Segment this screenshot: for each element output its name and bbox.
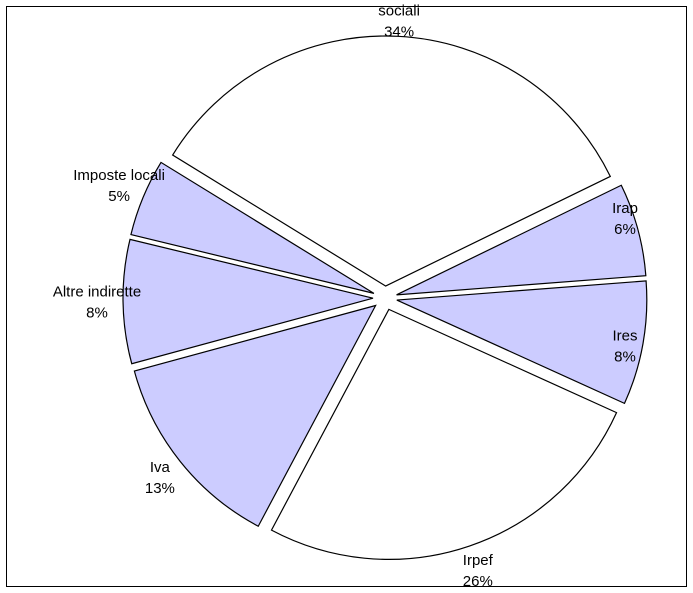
slice-label-irap: Irap 6% [612, 200, 638, 238]
slice-percent-label: 8% [86, 305, 108, 322]
pie-slice-contributi-sociali [171, 35, 612, 287]
slice-label-altre-indirette: Altre indirette 8% [53, 284, 141, 322]
slice-label-iva: Iva 13% [145, 459, 175, 497]
pie-slice-iva [133, 304, 377, 528]
slice-percent-label: 26% [463, 573, 493, 590]
slice-name-label: Altre indirette [53, 284, 141, 301]
slice-percent-label: 6% [614, 221, 636, 238]
pie-slice-altre-indirette [122, 238, 374, 365]
pie-slice-ires [396, 280, 648, 405]
slice-name-label: Irpef [463, 552, 494, 569]
pie-slice-irpef [270, 308, 618, 560]
pie-slice-imposte-locali [130, 161, 375, 294]
slice-label-ires: Ires 8% [612, 328, 637, 366]
slice-percent-label: 8% [614, 349, 636, 366]
slice-label-imposte-locali: Imposte locali 5% [73, 167, 165, 205]
slice-label-contributi-sociali: Contributisociali34% [367, 0, 431, 40]
slice-name-label: Iva [150, 459, 171, 476]
slice-percent-label: 13% [145, 480, 175, 497]
slice-name-label: Irap [612, 200, 638, 217]
slice-percent-label: 34% [384, 23, 414, 40]
slice-name-label: Ires [612, 328, 637, 345]
slice-name-label: sociali [378, 2, 420, 19]
slice-name-label: Imposte locali [73, 167, 165, 184]
pie-slice-irap [396, 184, 647, 296]
slice-percent-label: 5% [108, 188, 130, 205]
slice-label-irpef: Irpef 26% [463, 552, 494, 590]
